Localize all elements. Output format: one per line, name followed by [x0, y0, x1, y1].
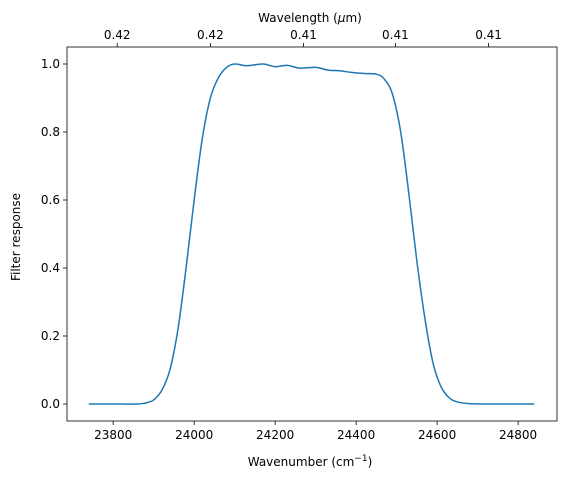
x-tick-label: 24800: [499, 428, 537, 442]
top-tick-label: 0.41: [382, 28, 409, 42]
x-tick-label: 23800: [94, 428, 132, 442]
top-tick-label: 0.41: [290, 28, 317, 42]
y-tick-label: 0.2: [41, 329, 60, 343]
ticks-layer: 23800 24000 24200 24400 24600 24800 0.0 0.2 0.4 0…: [41, 28, 537, 442]
top-axis-label-unit: μ: [337, 11, 346, 25]
y-tick-label: 1.0: [41, 57, 60, 71]
x-tick-label: 24200: [256, 428, 294, 442]
series-line-0: [88, 63, 535, 405]
y-tick-label: 0.4: [41, 261, 60, 275]
x-axis-label-superscript: −1: [354, 454, 367, 464]
plot-frame: [66, 46, 558, 422]
y-tick-label: 0.6: [41, 193, 60, 207]
top-tick-label: 0.42: [104, 28, 131, 42]
x-axis-label-text: Wavenumber (cm: [248, 455, 355, 469]
y-tick-label: 0.0: [41, 397, 60, 411]
x-tick-label: 24600: [418, 428, 456, 442]
x-axis-label: Wavenumber (cm−1): [248, 454, 373, 469]
y-tick-label: 0.8: [41, 125, 60, 139]
top-axis-label: Wavelength (μm): [258, 11, 362, 25]
top-tick-label: 0.41: [475, 28, 502, 42]
top-axis-label-text: Wavelength (: [258, 11, 338, 25]
y-axis-label: Filter response: [9, 193, 23, 281]
top-tick-label: 0.42: [197, 28, 224, 42]
x-tick-label: 24000: [175, 428, 213, 442]
x-axis-label-suffix: ): [368, 455, 373, 469]
top-axis-label-suffix: m): [345, 11, 361, 25]
plot-layer: [66, 46, 558, 422]
x-tick-label: 24400: [337, 428, 375, 442]
